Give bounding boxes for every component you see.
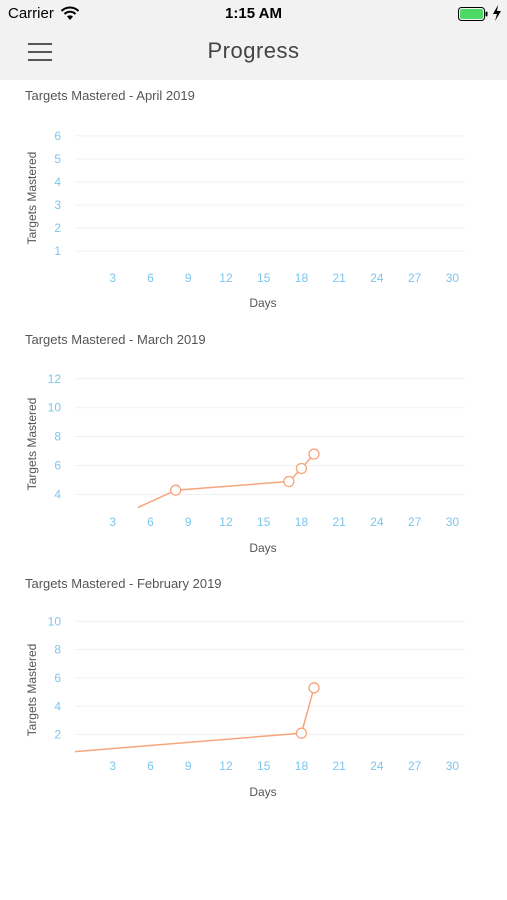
y-tick-label: 6 [54,671,61,685]
y-tick-label: 1 [54,244,61,258]
x-tick-label: 24 [370,271,384,285]
x-tick-label: 3 [109,271,116,285]
x-tick-label: 12 [219,759,233,773]
wifi-icon [60,6,80,20]
x-tick-label: 30 [446,759,460,773]
y-tick-label: 4 [54,488,61,502]
x-tick-label: 21 [333,271,347,285]
y-tick-label: 10 [48,401,62,415]
x-tick-label: 27 [408,271,422,285]
x-axis-label: Days [249,785,276,799]
battery-icon [458,7,488,21]
clock-time: 1:15 AM [225,5,282,22]
chart-plot: Targets Mastered Days 4 6 8 10 12 3 6 9 12 15 18 21… [25,372,465,555]
data-point [283,475,295,488]
y-tick-label: 5 [54,152,61,166]
data-point [308,448,320,460]
data-point [295,462,308,475]
chart-title: Targets Mastered - April 2019 [25,88,195,103]
status-bar: Carrier 1:15 AM [0,0,507,28]
chart-title: Targets Mastered - March 2019 [25,332,206,347]
y-tick-label: 6 [54,459,61,473]
x-tick-label: 18 [295,271,309,285]
carrier-label: Carrier [8,5,54,22]
data-point [308,682,320,694]
chart-march: Targets Mastered - March 2019 Targets Ma… [0,332,507,578]
y-axis-label: Targets Mastered [25,644,39,737]
x-tick-label: 15 [257,759,271,773]
navigation-bar: Progress [0,28,507,80]
x-axis-label: Days [249,296,276,310]
x-tick-label: 3 [109,759,116,773]
x-tick-label: 21 [333,759,347,773]
x-tick-label: 18 [295,515,309,529]
x-tick-label: 18 [295,759,309,773]
x-tick-label: 12 [219,271,233,285]
x-tick-label: 24 [370,515,384,529]
y-tick-label: 3 [54,198,61,212]
page-title: Progress [207,38,300,63]
x-tick-label: 21 [333,515,347,529]
y-axis-label: Targets Mastered [25,152,39,245]
x-tick-label: 9 [185,515,192,529]
y-tick-label: 4 [54,175,61,189]
x-tick-label: 15 [257,271,271,285]
data-point [295,727,308,739]
chart-title: Targets Mastered - February 2019 [25,576,222,591]
series-line [74,687,315,753]
chart-february: Targets Mastered - February 2019 Targets… [0,576,507,822]
x-tick-label: 15 [257,515,271,529]
y-tick-label: 2 [54,728,61,742]
x-tick-label: 27 [408,759,422,773]
hamburger-menu-icon[interactable] [16,38,52,68]
x-tick-label: 6 [147,515,154,529]
x-tick-label: 27 [408,515,422,529]
x-tick-label: 9 [185,759,192,773]
charging-bolt-icon [493,5,501,21]
y-axis-label: Targets Mastered [25,398,39,491]
y-tick-label: 6 [54,129,61,143]
x-tick-label: 24 [370,759,384,773]
x-tick-label: 6 [147,759,154,773]
y-tick-label: 4 [54,699,61,713]
x-axis-label: Days [249,541,276,555]
x-tick-label: 3 [109,515,116,529]
x-tick-label: 30 [446,271,460,285]
x-tick-label: 30 [446,515,460,529]
y-tick-label: 8 [54,643,61,657]
data-point [169,484,182,496]
y-tick-label: 2 [54,221,61,235]
x-tick-label: 9 [185,271,192,285]
y-tick-label: 8 [54,430,61,444]
y-tick-label: 10 [48,614,62,628]
x-tick-label: 6 [147,271,154,285]
y-tick-label: 12 [48,372,62,386]
x-tick-label: 12 [219,515,233,529]
chart-april: Targets Mastered - April 2019 Targets Ma… [0,88,507,334]
